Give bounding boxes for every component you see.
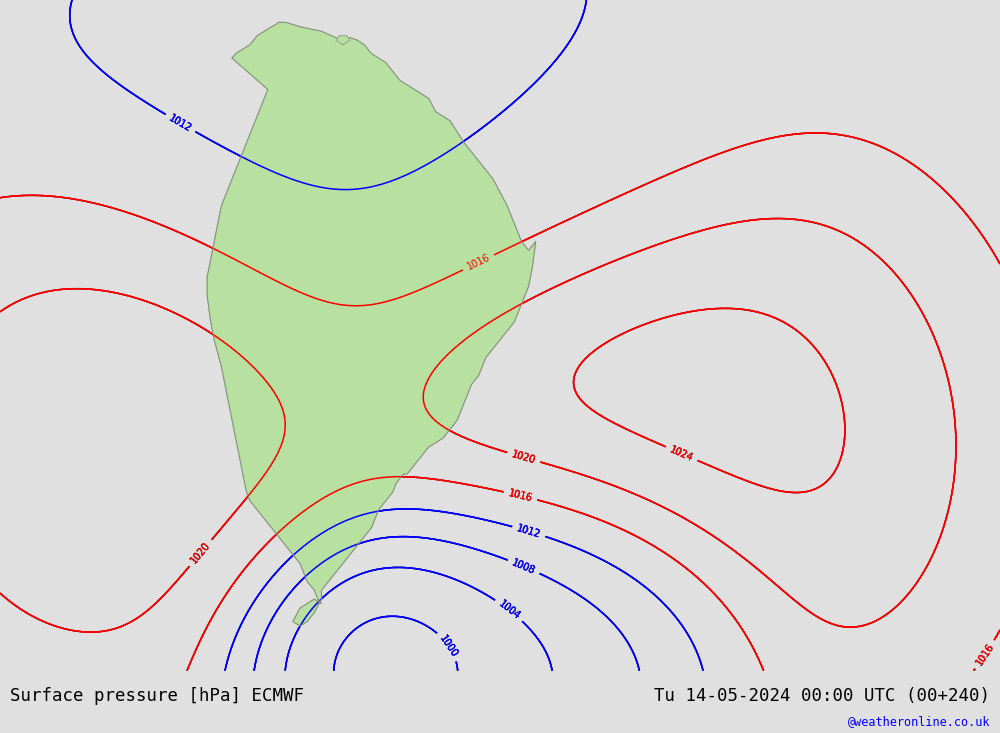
- Text: 1008: 1008: [511, 557, 537, 576]
- Text: 1008: 1008: [511, 557, 537, 576]
- Text: 1016: 1016: [974, 641, 996, 668]
- Text: 1020: 1020: [189, 540, 212, 566]
- Text: 1024: 1024: [668, 444, 695, 463]
- Text: 1016: 1016: [465, 253, 492, 272]
- Text: 1000: 1000: [438, 633, 460, 659]
- Text: Tu 14-05-2024 00:00 UTC (00+240): Tu 14-05-2024 00:00 UTC (00+240): [654, 687, 990, 704]
- Text: @weatheronline.co.uk: @weatheronline.co.uk: [848, 715, 990, 728]
- Text: 1004: 1004: [496, 599, 522, 622]
- Text: 1000: 1000: [438, 633, 460, 659]
- Text: 1020: 1020: [511, 449, 537, 465]
- Text: Surface pressure [hPa] ECMWF: Surface pressure [hPa] ECMWF: [10, 687, 304, 704]
- Text: 1016: 1016: [507, 488, 533, 504]
- Text: 1020: 1020: [189, 540, 212, 566]
- Text: 1012: 1012: [167, 113, 194, 133]
- Text: 1004: 1004: [496, 599, 522, 622]
- Text: 1012: 1012: [516, 523, 542, 539]
- Text: 1020: 1020: [511, 449, 537, 465]
- Text: 1016: 1016: [974, 641, 996, 668]
- Text: 1004: 1004: [496, 599, 522, 622]
- Text: 1016: 1016: [974, 641, 996, 668]
- Text: 1016: 1016: [465, 253, 492, 272]
- Text: 1012: 1012: [516, 523, 542, 539]
- Text: 1020: 1020: [511, 449, 537, 465]
- Text: 1012: 1012: [167, 113, 194, 133]
- Text: 1012: 1012: [167, 113, 194, 133]
- Polygon shape: [207, 23, 536, 626]
- Polygon shape: [336, 36, 350, 45]
- Text: 1016: 1016: [507, 488, 533, 504]
- Polygon shape: [207, 23, 536, 626]
- Text: 1016: 1016: [465, 253, 492, 272]
- Text: 1008: 1008: [511, 557, 537, 576]
- Text: 1020: 1020: [189, 540, 212, 566]
- Text: 1024: 1024: [668, 444, 695, 463]
- Text: 1024: 1024: [668, 444, 695, 463]
- Text: 1000: 1000: [438, 633, 460, 659]
- Text: 1012: 1012: [516, 523, 542, 539]
- Text: 1016: 1016: [507, 488, 533, 504]
